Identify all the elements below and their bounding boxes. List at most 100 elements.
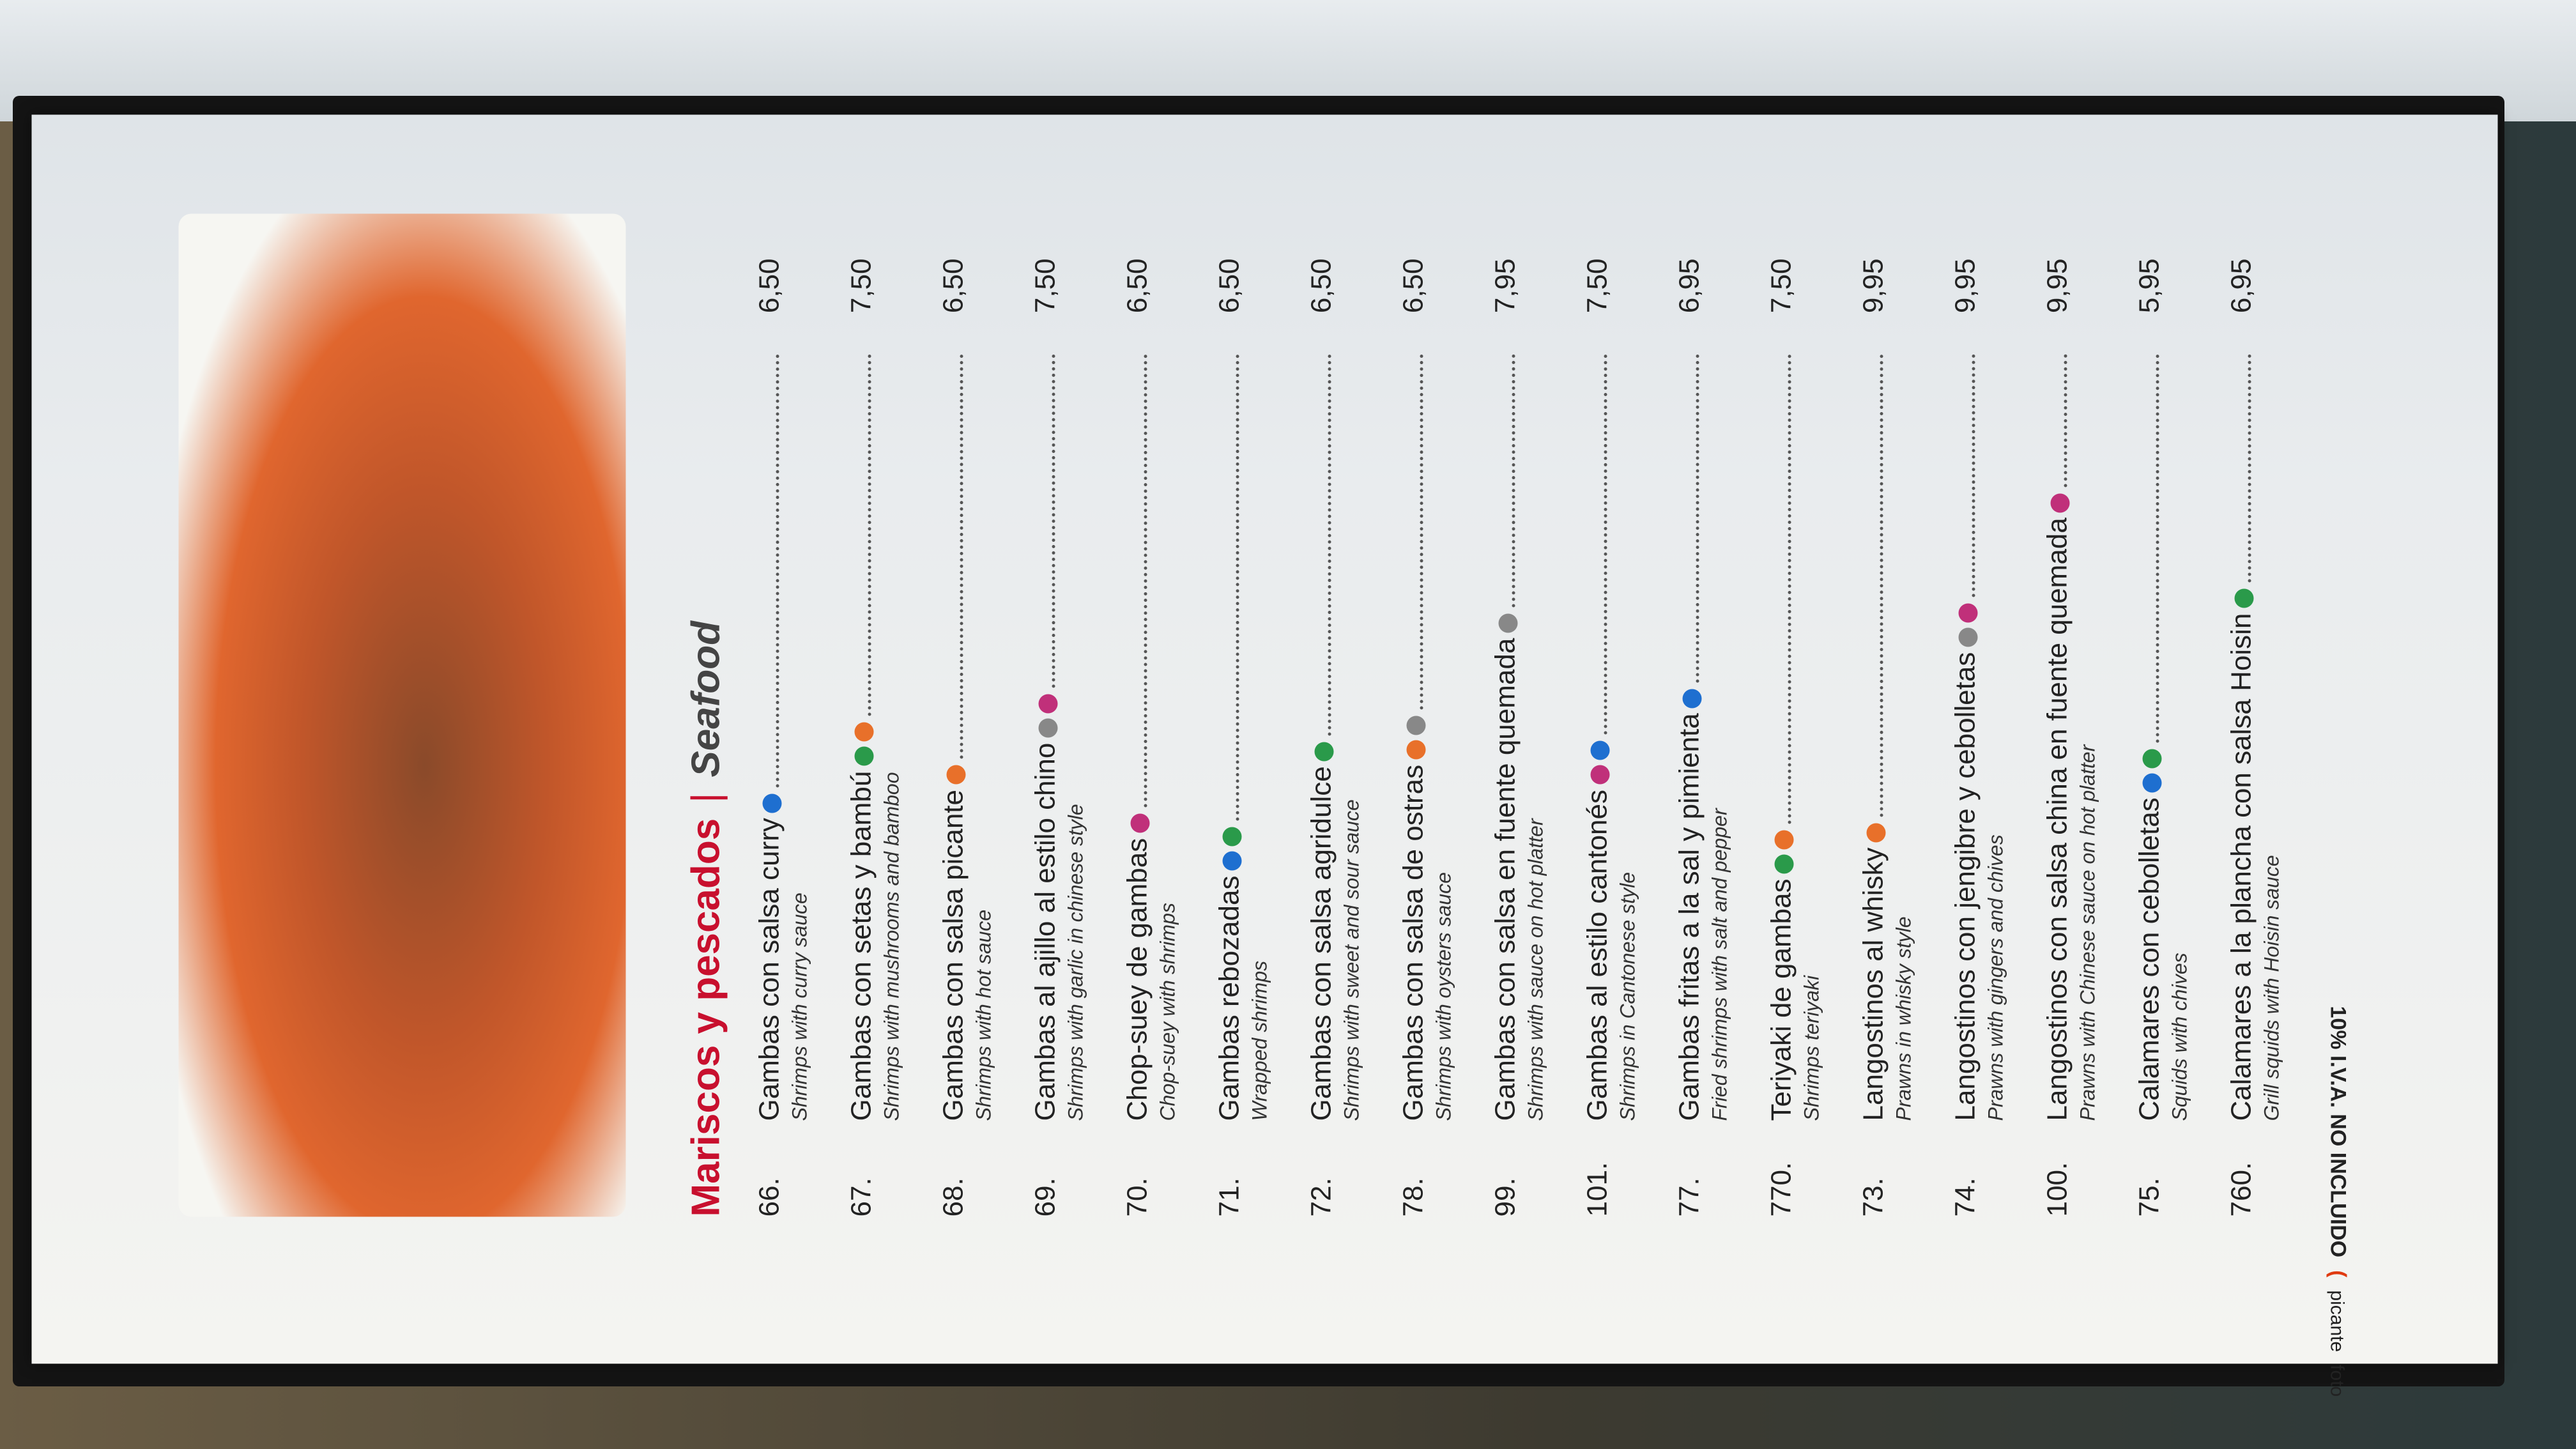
item-number: 75.	[2133, 1177, 2165, 1217]
item-description: Shrimps with mushrooms and bamboo	[880, 772, 903, 1121]
dotted-leader	[1052, 354, 1055, 688]
menu-item: 73. Langostinos al whisky 9,95 Prawns in wh…	[1858, 259, 1950, 1217]
spicy-label: picante	[2326, 1290, 2348, 1353]
menu-page: Mariscos y pescados | Seafood 66. Gambas co…	[31, 114, 2498, 1397]
item-line: Gambas con salsa curry 6,50	[754, 259, 786, 1121]
item-number: 66.	[753, 1177, 785, 1217]
item-body: Gambas con salsa en fuente quemada 7,95 Sh…	[1490, 259, 1548, 1121]
item-line: Gambas con salsa agridulce 6,50	[1306, 259, 1338, 1121]
item-number: 70.	[1121, 1177, 1153, 1217]
item-name: Gambas con salsa picante	[937, 789, 969, 1121]
item-body: Langostinos al whisky 9,95 Prawns in whisk…	[1858, 259, 1916, 1121]
item-body: Langostinos con salsa china en fuente qu…	[2042, 259, 2100, 1121]
item-number: 69.	[1029, 1177, 1061, 1217]
icon	[1958, 603, 1978, 623]
item-price: 6,95	[2225, 258, 2257, 314]
item-line: Langostinos con jengibre y cebolletas 9,9…	[1950, 259, 1982, 1121]
menu-item: 760. Calamares a la plancha con salsa Hoi…	[2226, 259, 2318, 1217]
item-name: Calamares con cebolletas	[2133, 797, 2165, 1121]
item-description: Shrimps in Cantonese style	[1616, 871, 1639, 1121]
icon	[1958, 627, 1978, 647]
menu-item: 99. Gambas con salsa en fuente quemada 7,9…	[1490, 259, 1582, 1217]
icon	[2142, 749, 2162, 769]
item-price: 7,95	[1489, 258, 1521, 314]
dotted-leader	[776, 354, 779, 788]
icon	[854, 722, 874, 742]
item-description: Shrimps with sweet and sour sauce	[1340, 799, 1363, 1121]
item-number: 101.	[1581, 1162, 1613, 1217]
icon	[1038, 718, 1058, 738]
food-photo	[178, 213, 626, 1217]
photo-label: foto	[2326, 1365, 2348, 1397]
icon	[854, 746, 874, 766]
icon	[1590, 765, 1610, 785]
item-description: Wrapped shrimps	[1248, 960, 1271, 1121]
item-price: 6,50	[1213, 258, 1245, 314]
icon	[1866, 823, 1886, 843]
item-body: Gambas fritas a la sal y pimienta 6,95 Fri…	[1674, 259, 1732, 1121]
item-description: Shrimps with garlic in chinese style	[1064, 804, 1087, 1121]
item-name: Teriyaki de gambas	[1765, 878, 1797, 1121]
icon	[1314, 742, 1334, 762]
icon	[1590, 740, 1610, 760]
item-description: Grill squids with Hoisin sauce	[2260, 855, 2283, 1121]
chili-icon: (	[2326, 1270, 2350, 1278]
item-price: 9,95	[2041, 258, 2073, 314]
item-name: Langostinos con jengibre y cebolletas	[1949, 652, 1981, 1121]
item-line: Gambas rebozadas 6,50	[1214, 259, 1246, 1121]
item-line: Gambas con salsa picante 6,50	[938, 259, 970, 1121]
dotted-leader	[1236, 354, 1239, 821]
dotted-leader	[1144, 354, 1147, 808]
item-body: Gambas rebozadas 6,50 Wrapped shrimps	[1214, 259, 1272, 1121]
item-body: Gambas con salsa de ostras 6,50 Shrimps wi…	[1398, 259, 1456, 1121]
item-line: Gambas con salsa de ostras 6,50	[1398, 259, 1430, 1121]
item-line: Langostinos al whisky 9,95	[1858, 259, 1890, 1121]
dotted-leader	[1880, 354, 1883, 817]
item-name: Gambas al ajillo al estilo chino	[1029, 742, 1061, 1121]
menu-item: 78. Gambas con salsa de ostras 6,50 Shrimps…	[1398, 259, 1490, 1217]
item-body: Teriyaki de gambas 7,50 Shrimps teriyaki	[1766, 259, 1824, 1121]
item-line: Gambas al estilo cantonés 7,50	[1582, 259, 1614, 1121]
item-line: Chop-suey de gambas 6,50	[1122, 259, 1154, 1121]
item-body: Gambas con salsa agridulce 6,50 Shrimps wi…	[1306, 259, 1364, 1121]
dotted-leader	[2248, 354, 2251, 583]
item-name: Gambas rebozadas	[1213, 875, 1245, 1121]
item-name: Gambas con salsa curry	[753, 818, 785, 1121]
icon	[1682, 689, 1702, 709]
item-line: Gambas fritas a la sal y pimienta 6,95	[1674, 259, 1706, 1121]
item-body: Gambas con setas y bambú 7,50 Shrimps with…	[846, 259, 904, 1121]
dotted-leader	[1328, 354, 1331, 736]
item-line: Calamares con cebolletas 5,95	[2134, 259, 2166, 1121]
item-number: 74.	[1949, 1177, 1981, 1217]
item-name: Gambas con salsa agridulce	[1305, 766, 1337, 1121]
item-name: Gambas fritas a la sal y pimienta	[1673, 713, 1705, 1121]
icon	[2234, 588, 2254, 608]
item-price: 6,50	[1121, 258, 1153, 314]
item-price: 9,95	[1949, 258, 1981, 314]
dotted-leader	[1420, 354, 1423, 710]
icon	[1498, 613, 1518, 633]
item-number: 99.	[1489, 1177, 1521, 1217]
menu-item: 101. Gambas al estilo cantonés 7,50 Shrimps…	[1582, 259, 1674, 1217]
menu-item: 66. Gambas con salsa curry 6,50 Shrimps wit…	[754, 259, 846, 1217]
item-name: Gambas con setas y bambú	[845, 770, 877, 1121]
item-price: 7,50	[1029, 258, 1061, 314]
item-name: Gambas con salsa de ostras	[1397, 764, 1429, 1121]
item-price: 6,50	[1397, 258, 1429, 314]
item-name: Langostinos con salsa china en fuente qu…	[2041, 518, 2073, 1121]
icon	[1038, 694, 1058, 714]
item-body: Chop-suey de gambas 6,50 Chop-suey with sh…	[1122, 259, 1180, 1121]
item-description: Prawns with gingers and chives	[1984, 834, 2007, 1121]
item-line: Calamares a la plancha con salsa Hoisin 6…	[2226, 259, 2258, 1121]
dotted-leader	[2156, 354, 2159, 743]
item-description: Chop-suey with shrimps	[1156, 903, 1179, 1121]
icon	[1406, 716, 1426, 735]
item-body: Langostinos con jengibre y cebolletas 9,9…	[1950, 259, 2008, 1121]
dotted-leader	[1696, 354, 1699, 683]
footer: 10% I.V.A. NO INCLUIDO (picante foto	[2326, 1006, 2350, 1397]
dotted-leader	[1972, 354, 1975, 597]
item-line: Gambas con setas y bambú 7,50	[846, 259, 878, 1121]
item-number: 760.	[2225, 1162, 2257, 1217]
dotted-leader	[960, 354, 963, 759]
